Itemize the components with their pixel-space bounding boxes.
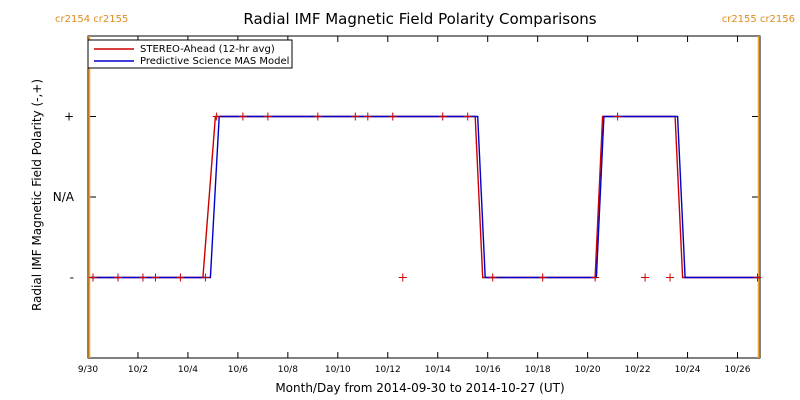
x-tick-label: 10/16	[475, 365, 501, 375]
x-tick-label: 10/20	[575, 365, 601, 375]
x-tick-label: 9/30	[78, 365, 98, 375]
x-tick-label: 10/6	[228, 365, 248, 375]
stereo-data-marker	[613, 112, 622, 121]
series-line-stereo	[90, 115, 760, 279]
legend-label-stereo: STEREO-Ahead (12-hr avg)	[140, 44, 275, 55]
stereo-data-marker	[666, 273, 675, 282]
stereo-data-marker	[151, 273, 160, 282]
stereo-data-marker	[463, 112, 472, 121]
stereo-data-marker	[538, 273, 547, 282]
x-tick-label: 10/8	[278, 365, 298, 375]
stereo-data-marker	[438, 112, 447, 121]
x-tick-label: 10/14	[425, 365, 451, 375]
x-axis-label: Month/Day from 2014-09-30 to 2014-10-27 …	[275, 381, 564, 395]
y-tick-label: -	[70, 271, 74, 285]
x-tick-label: 10/24	[675, 365, 701, 375]
legend-label-mas: Predictive Science MAS Model	[140, 56, 289, 67]
x-tick-label: 10/4	[178, 365, 198, 375]
stereo-data-marker	[138, 273, 147, 282]
stereo-data-marker	[176, 273, 185, 282]
legend: STEREO-Ahead (12-hr avg) Predictive Scie…	[87, 39, 293, 69]
chart-title: Radial IMF Magnetic Field Polarity Compa…	[243, 10, 596, 28]
x-tick-label: 10/22	[625, 365, 651, 375]
x-tick-label: 10/12	[375, 365, 401, 375]
carrington-label-left: cr2154 cr2155	[55, 14, 128, 25]
stereo-data-marker	[113, 273, 122, 282]
x-tick-label: 10/10	[325, 365, 351, 375]
stereo-data-marker	[88, 273, 97, 282]
y-tick-label: +	[64, 110, 74, 124]
carrington-label-right: cr2155 cr2156	[722, 14, 795, 25]
stereo-data-marker	[641, 273, 650, 282]
x-tick-label: 10/26	[725, 365, 751, 375]
plot-frame	[87, 35, 761, 359]
stereo-data-marker	[488, 273, 497, 282]
stereo-data-marker	[238, 112, 247, 121]
stereo-data-marker	[212, 112, 221, 121]
x-tick-label: 10/18	[525, 365, 551, 375]
stereo-data-marker	[313, 112, 322, 121]
series-line-mas	[90, 115, 760, 279]
stereo-data-marker	[398, 273, 407, 282]
legend-box	[87, 39, 293, 69]
stereo-data-marker	[201, 273, 210, 282]
y-tick-label: N/A	[53, 190, 75, 204]
stereo-data-marker	[753, 273, 762, 282]
stereo-data-marker	[363, 112, 372, 121]
x-tick-label: 10/2	[128, 365, 148, 375]
plot-area: 9/30 10/2 10/4 10/6 10/8 10/10 10/12 10/14 10/16…	[53, 35, 762, 375]
stereo-data-marker	[388, 112, 397, 121]
stereo-data-marker	[263, 112, 272, 121]
stereo-data-marker	[591, 273, 600, 282]
y-axis-label: Radial IMF Magnetic Field Polarity (-,+)	[30, 79, 44, 311]
stereo-data-marker	[351, 112, 360, 121]
